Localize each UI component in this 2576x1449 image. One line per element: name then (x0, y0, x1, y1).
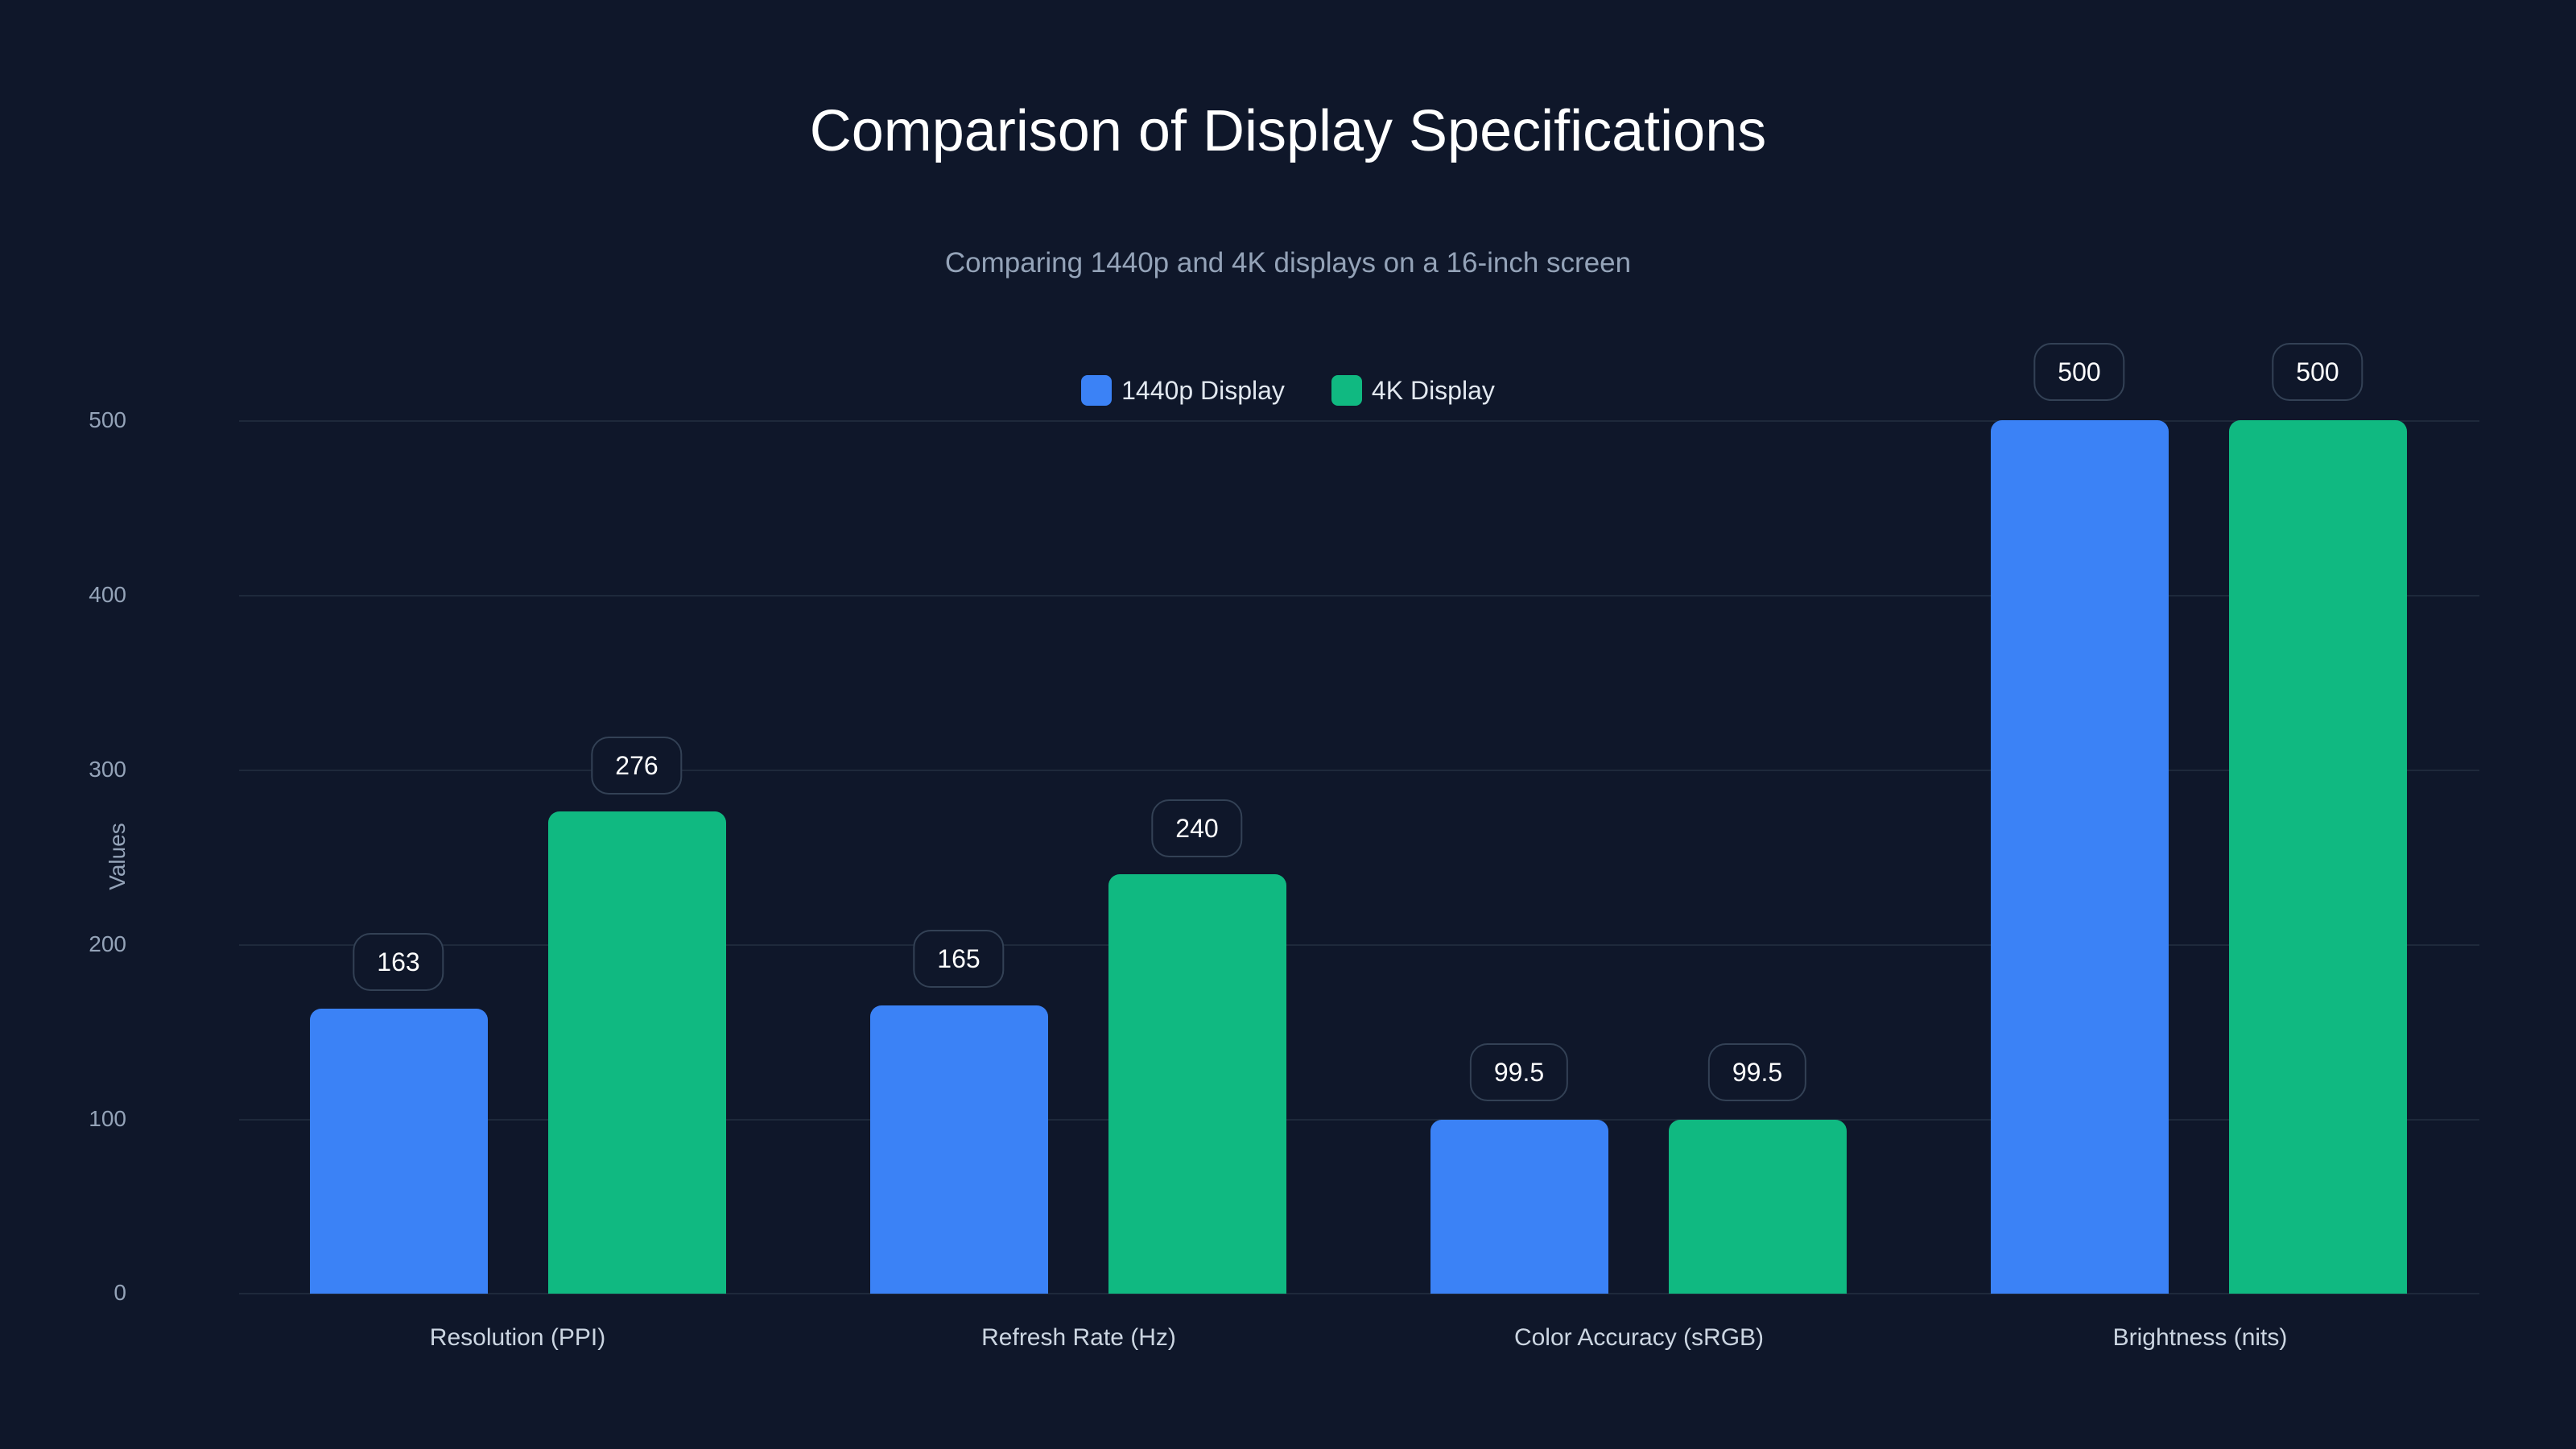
value-label-1440p-brightness: 500 (2033, 343, 2125, 401)
x-tick-color-accuracy: Color Accuracy (sRGB) (1513, 1324, 1765, 1351)
chart-subtitle: Comparing 1440p and 4K displays on a 16-… (944, 247, 1632, 279)
bar-4k-color[interactable] (1669, 1120, 1847, 1294)
gridline-100 (239, 1119, 2479, 1121)
value-label-4k-brightness: 500 (2272, 343, 2363, 401)
legend-label-4k: 4K Display (1371, 376, 1495, 405)
value-label-4k-refresh: 240 (1151, 799, 1243, 857)
chart-title: Comparison of Display Specifications (809, 99, 1767, 163)
x-tick-refresh-rate: Refresh Rate (Hz) (981, 1324, 1176, 1351)
bar-1440p-resolution[interactable] (310, 1009, 488, 1294)
bar-1440p-color[interactable] (1430, 1120, 1608, 1294)
y-tick-300: 300 (89, 757, 126, 782)
legend-item-1440p[interactable]: 1440p Display (1081, 372, 1285, 409)
x-tick-brightness: Brightness (nits) (2112, 1324, 2288, 1351)
value-label-4k-resolution: 276 (591, 737, 683, 795)
legend-label-1440p: 1440p Display (1121, 376, 1285, 405)
legend-item-4k[interactable]: 4K Display (1331, 372, 1495, 409)
legend-swatch-1440p-icon (1081, 375, 1113, 406)
bar-4k-brightness[interactable] (2229, 420, 2407, 1294)
plot-area: 500 400 300 200 100 0 163 276 165 240 99… (89, 343, 2479, 1305)
value-label-4k-color: 99.5 (1707, 1043, 1807, 1101)
gridline-400 (239, 595, 2479, 597)
y-tick-400: 400 (89, 582, 126, 607)
bar-4k-refresh[interactable] (1108, 874, 1286, 1294)
value-label-1440p-color: 99.5 (1469, 1043, 1569, 1101)
value-label-1440p-resolution: 163 (353, 933, 444, 991)
y-tick-0: 0 (114, 1280, 126, 1305)
y-tick-500: 500 (89, 407, 126, 432)
y-axis-label: Values (105, 823, 130, 890)
value-label-1440p-refresh: 165 (913, 930, 1005, 988)
legend-swatch-4k-icon (1331, 375, 1362, 406)
bar-4k-resolution[interactable] (548, 811, 726, 1294)
legend: 1440p Display 4K Display (0, 372, 2576, 409)
gridline-200 (239, 944, 2479, 946)
bar-1440p-brightness[interactable] (1991, 420, 2169, 1294)
gridline-300 (239, 770, 2479, 771)
gridline-500 (239, 420, 2479, 422)
bar-1440p-refresh[interactable] (870, 1005, 1048, 1294)
y-tick-200: 200 (89, 931, 126, 956)
y-tick-100: 100 (89, 1106, 126, 1131)
gridline-0 (239, 1293, 2479, 1294)
x-tick-resolution: Resolution (PPI) (429, 1324, 606, 1351)
